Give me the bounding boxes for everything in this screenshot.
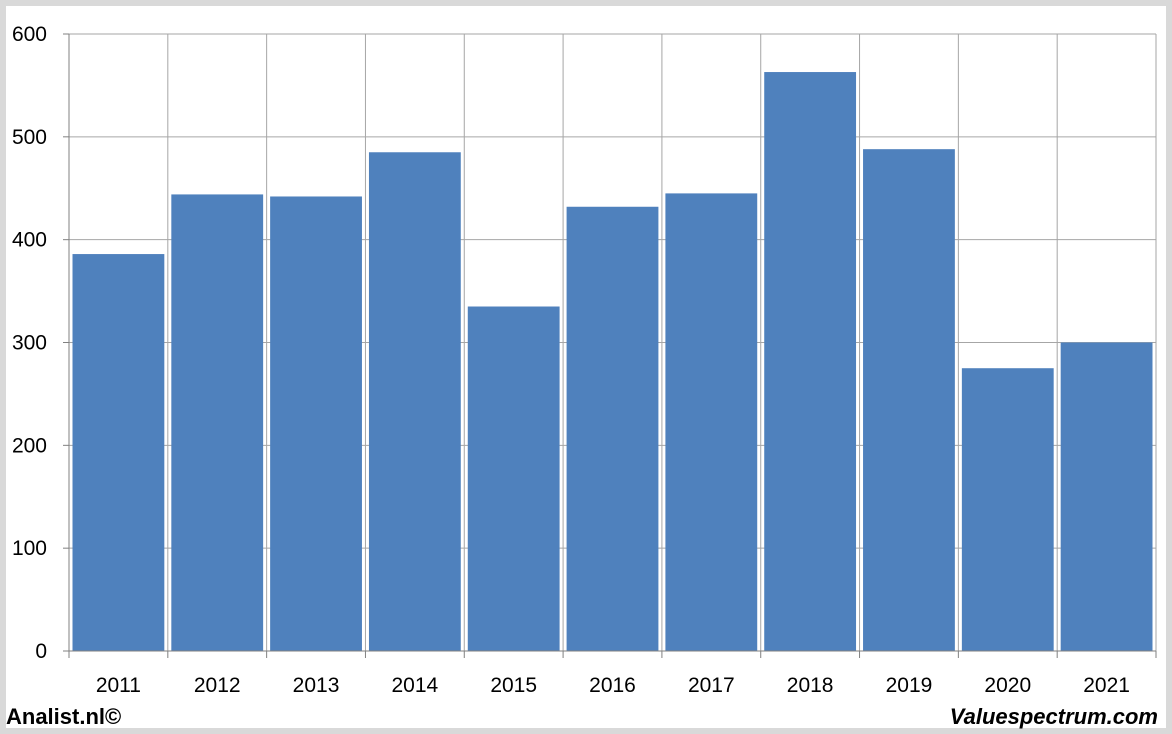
footer-source-left: Analist.nl© bbox=[6, 704, 122, 729]
x-tick-label: 2020 bbox=[984, 674, 1031, 697]
y-tick-label: 200 bbox=[12, 434, 47, 457]
y-tick-label: 300 bbox=[12, 332, 47, 355]
x-tick-label: 2015 bbox=[490, 674, 537, 697]
x-tick-label: 2021 bbox=[1083, 674, 1130, 697]
bar-2014 bbox=[368, 152, 461, 651]
x-tick-label: 2019 bbox=[886, 674, 933, 697]
footer-source-right: Valuespectrum.com bbox=[949, 704, 1158, 729]
x-tick-label: 2017 bbox=[688, 674, 735, 697]
x-tick-label: 2011 bbox=[96, 674, 141, 697]
x-tick-label: 2013 bbox=[293, 674, 340, 697]
bar-2015 bbox=[467, 306, 560, 651]
bar-2017 bbox=[665, 193, 758, 651]
bar-2019 bbox=[863, 149, 955, 651]
x-tick-label: 2016 bbox=[589, 674, 636, 697]
bar-2021 bbox=[1060, 342, 1153, 651]
x-tick-label: 2012 bbox=[194, 674, 241, 697]
bar-2011 bbox=[72, 254, 165, 651]
y-tick-label: 100 bbox=[12, 537, 47, 560]
y-tick-label: 500 bbox=[12, 126, 47, 149]
bar-2013 bbox=[270, 196, 362, 651]
y-tick-label: 0 bbox=[35, 640, 47, 663]
x-tick-label: 2018 bbox=[787, 674, 834, 697]
x-tick-label: 2014 bbox=[392, 674, 439, 697]
y-tick-label: 600 bbox=[12, 23, 47, 46]
y-tick-label: 400 bbox=[12, 229, 47, 252]
bar-2016 bbox=[566, 206, 659, 651]
bar-2020 bbox=[961, 368, 1054, 651]
bar-2012 bbox=[171, 194, 264, 652]
bar-2018 bbox=[764, 72, 857, 651]
